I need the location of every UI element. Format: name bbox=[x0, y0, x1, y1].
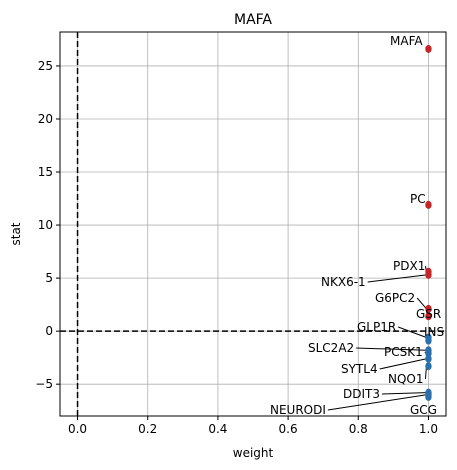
point-nkx6-1 bbox=[425, 270, 432, 279]
point-gsr bbox=[425, 312, 432, 321]
point-label-slc2a2: SLC2A2 bbox=[308, 341, 354, 355]
point-label-pc: PC bbox=[410, 192, 426, 206]
point-gcg bbox=[425, 392, 432, 401]
point-label-ddit3: DDIT3 bbox=[343, 387, 380, 401]
y-tick-label: −5 bbox=[35, 377, 53, 391]
leader-line-sytl4 bbox=[379, 358, 427, 370]
y-tick-label: 25 bbox=[38, 59, 53, 73]
x-tick-label: 0.6 bbox=[279, 422, 298, 436]
leader-line-nkx6-1 bbox=[367, 274, 427, 283]
point-ins bbox=[425, 336, 432, 345]
chart-title: MAFA bbox=[234, 12, 272, 28]
point-label-mafa: MAFA bbox=[390, 34, 423, 48]
y-axis-ticks: −5 0 5 10 15 20 25 bbox=[35, 59, 60, 391]
x-tick-label: 0.4 bbox=[208, 422, 227, 436]
y-tick-label: 0 bbox=[45, 324, 53, 338]
reference-lines bbox=[60, 32, 446, 416]
point-label-nqo1: NQO1 bbox=[388, 372, 424, 386]
point-label-glp1r: GLP1R bbox=[357, 320, 396, 334]
point-label-g6pc2: G6PC2 bbox=[375, 291, 415, 305]
x-axis-label: weight bbox=[233, 446, 274, 460]
y-tick-label: 10 bbox=[38, 218, 53, 232]
leader-line-neurodi bbox=[327, 394, 427, 411]
y-axis-label: stat bbox=[9, 222, 23, 245]
point-mafa bbox=[425, 44, 432, 53]
point-sytl4 bbox=[425, 354, 432, 363]
data-points bbox=[425, 44, 432, 401]
point-label-gsr: GSR bbox=[416, 307, 441, 321]
point-pc bbox=[425, 200, 432, 209]
point-label-pcsk1: PCSK1 bbox=[384, 345, 423, 359]
y-tick-label: 5 bbox=[45, 271, 53, 285]
x-tick-label: 0.8 bbox=[349, 422, 368, 436]
plot-frame bbox=[59, 31, 447, 417]
point-label-sytl4: SYTL4 bbox=[341, 362, 378, 376]
point-label-pdx1: PDX1 bbox=[393, 259, 425, 273]
y-tick-label: 15 bbox=[38, 165, 53, 179]
x-tick-label: 1.0 bbox=[419, 422, 438, 436]
x-axis-ticks: 0.0 0.2 0.4 0.6 0.8 1.0 bbox=[68, 416, 438, 436]
x-tick-label: 0.0 bbox=[68, 422, 87, 436]
leader-line-g6pc2 bbox=[416, 297, 427, 310]
point-nqo1 bbox=[425, 362, 432, 371]
y-tick-label: 20 bbox=[38, 112, 53, 126]
point-label-gcg: GCG bbox=[410, 403, 437, 417]
point-label-nkx6-1: NKX6-1 bbox=[321, 275, 366, 289]
point-label-neurodi: NEURODI bbox=[270, 403, 326, 417]
leader-line-glp1r bbox=[398, 326, 427, 338]
grid-lines bbox=[60, 32, 446, 416]
x-tick-label: 0.2 bbox=[138, 422, 157, 436]
label-leader-lines bbox=[327, 265, 427, 411]
point-label-ins: INS bbox=[424, 325, 444, 339]
point-g6pc2 bbox=[425, 304, 432, 313]
leader-line-ddit3 bbox=[381, 392, 427, 395]
leader-line-slc2a2 bbox=[356, 347, 427, 351]
